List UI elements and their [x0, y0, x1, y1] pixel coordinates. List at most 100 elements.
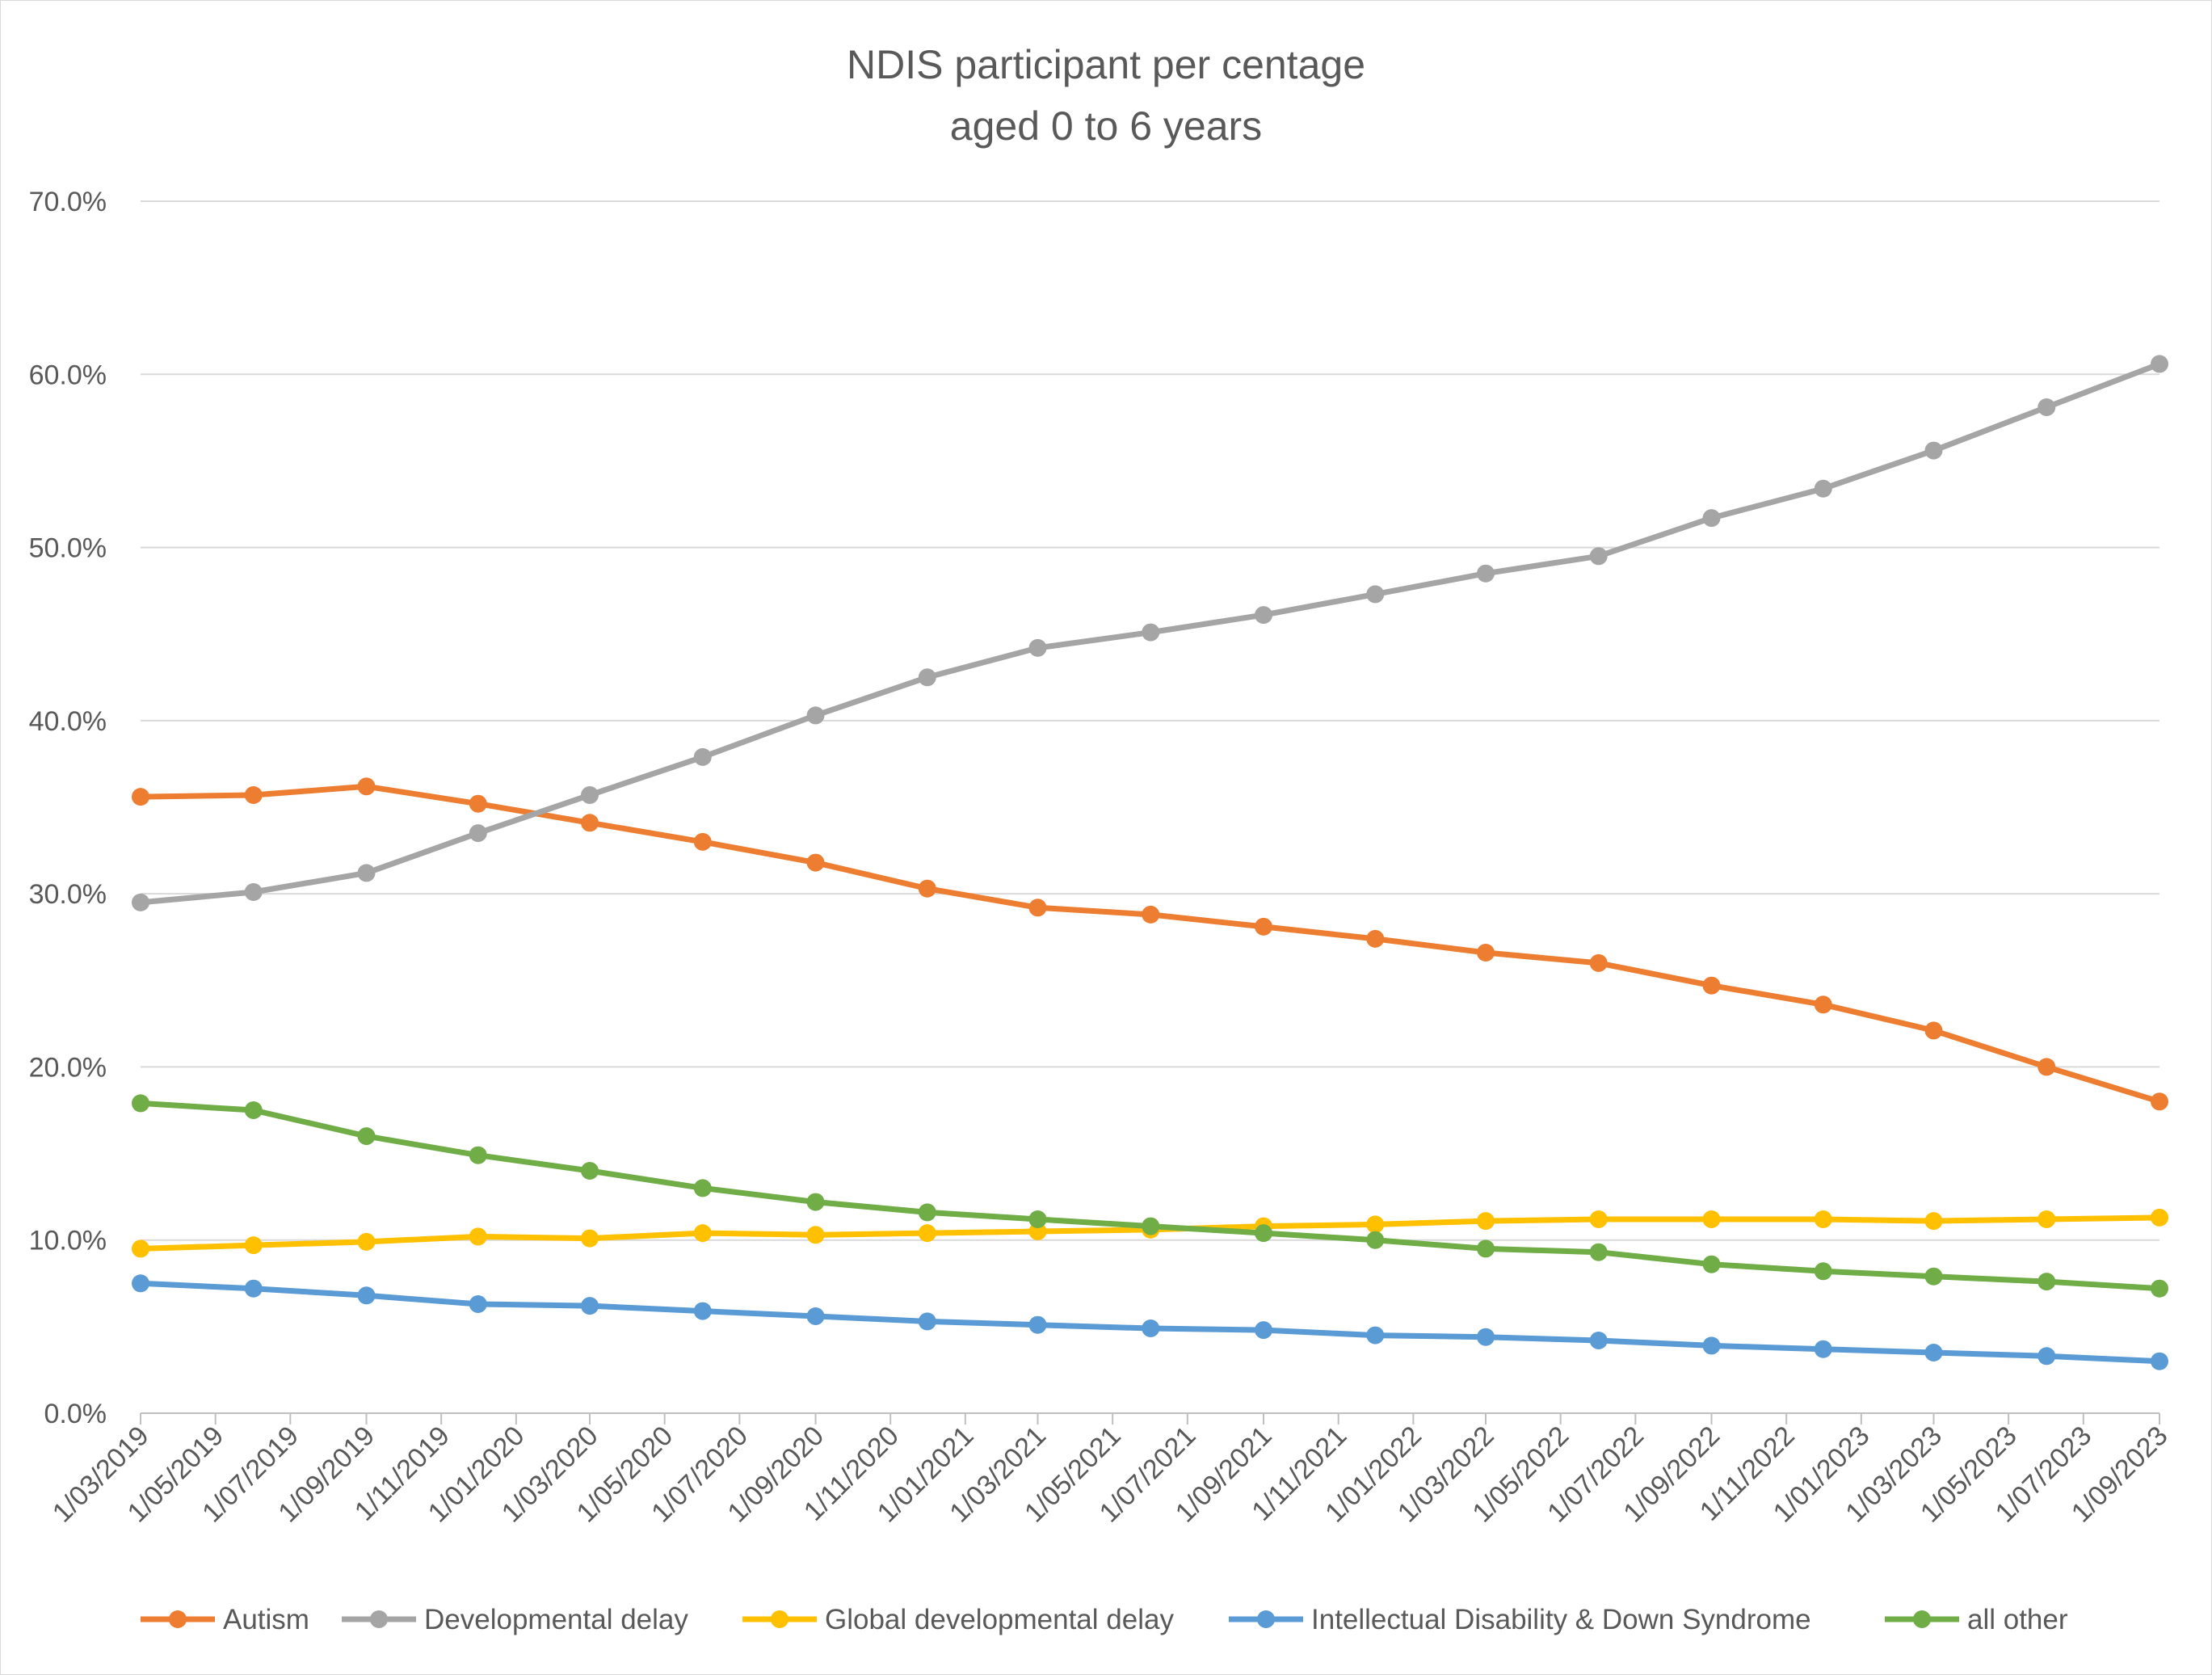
data-point	[1924, 1344, 1943, 1361]
data-point	[1028, 899, 1047, 917]
legend-item: Global developmental delay	[742, 1604, 1174, 1635]
legend-label: all other	[1967, 1604, 2068, 1635]
data-point	[1255, 917, 1273, 936]
data-point	[357, 1232, 376, 1251]
y-tick-label: 0.0%	[44, 1399, 107, 1429]
data-point	[918, 1224, 936, 1243]
data-point	[132, 788, 149, 806]
legend-swatch-marker	[1913, 1610, 1931, 1628]
data-point	[2037, 1210, 2056, 1228]
data-point	[1028, 638, 1047, 657]
data-point	[2151, 1279, 2168, 1298]
data-point	[1366, 585, 1385, 604]
legend-swatch-marker	[1257, 1610, 1275, 1628]
data-point	[2151, 1352, 2168, 1370]
legend-swatch-marker	[169, 1610, 187, 1628]
data-point	[806, 1307, 825, 1325]
data-point	[918, 1312, 936, 1331]
data-point	[1814, 1262, 1832, 1281]
y-tick-label: 60.0%	[29, 360, 107, 390]
data-point	[244, 786, 263, 804]
data-point	[1255, 606, 1273, 625]
series-0	[132, 777, 2168, 1111]
data-point	[806, 853, 825, 872]
data-point	[1476, 1328, 1495, 1346]
legend-label: Intellectual Disability & Down Syndrome	[1311, 1604, 1811, 1635]
data-point	[918, 1203, 936, 1222]
data-point	[244, 1101, 263, 1119]
data-point	[244, 1279, 263, 1298]
data-point	[357, 777, 376, 796]
data-point	[581, 786, 599, 804]
data-point	[2037, 1058, 2056, 1076]
data-point	[2037, 1347, 2056, 1366]
data-point	[1476, 1239, 1495, 1258]
data-point	[357, 1127, 376, 1146]
data-point	[1924, 1021, 1943, 1040]
data-point	[469, 824, 487, 843]
data-point	[806, 706, 825, 725]
data-point	[1924, 441, 1943, 460]
data-point	[244, 1236, 263, 1255]
legend-label: Developmental delay	[424, 1604, 688, 1635]
legend-item: Autism	[141, 1604, 309, 1635]
data-point	[1924, 1212, 1943, 1231]
y-tick-label: 10.0%	[29, 1226, 107, 1256]
data-point	[1142, 905, 1160, 924]
data-point	[1366, 1231, 1385, 1249]
data-point	[806, 1226, 825, 1244]
data-point	[357, 1286, 376, 1305]
y-tick-label: 70.0%	[29, 187, 107, 217]
data-point	[581, 814, 599, 832]
legend: Autism Developmental delay Global developm…	[141, 1604, 2068, 1635]
data-point	[1142, 623, 1160, 642]
legend-item: Intellectual Disability & Down Syndrome	[1229, 1604, 1811, 1635]
data-point	[1814, 995, 1832, 1014]
data-point	[1702, 509, 1721, 528]
data-point	[1924, 1267, 1943, 1286]
y-tick-label: 30.0%	[29, 879, 107, 910]
data-point	[1255, 1321, 1273, 1340]
chart-title-line-2: aged 0 to 6 years	[950, 103, 1262, 149]
data-point	[1702, 1336, 1721, 1355]
series-4	[132, 1094, 2168, 1298]
data-point	[1366, 929, 1385, 948]
data-point	[132, 1239, 149, 1258]
y-tick-label: 40.0%	[29, 706, 107, 737]
legend-item: Developmental delay	[342, 1604, 688, 1635]
data-point	[1589, 1332, 1608, 1349]
data-point	[1589, 1210, 1608, 1228]
y-axis-tick-labels: 0.0% 10.0% 20.0% 30.0% 40.0% 50.0% 60.0% 70.0%	[29, 187, 107, 1429]
data-point	[1589, 547, 1608, 566]
data-point	[132, 1094, 149, 1113]
series-lines	[132, 355, 2168, 1370]
series-1	[132, 355, 2168, 911]
data-point	[2037, 1273, 2056, 1291]
data-point	[132, 1274, 149, 1293]
series-line	[137, 1100, 2163, 1292]
data-point	[1702, 1210, 1721, 1228]
data-point	[1814, 479, 1832, 498]
data-point	[1028, 1315, 1047, 1334]
data-point	[357, 864, 376, 882]
data-point	[1589, 953, 1608, 972]
data-point	[1476, 1212, 1495, 1231]
x-axis	[140, 1412, 2160, 1425]
chart-title-line-1: NDIS participant per centage	[847, 42, 1365, 87]
data-point	[1028, 1210, 1047, 1228]
legend-swatch-marker	[771, 1610, 788, 1628]
data-point	[1142, 1319, 1160, 1337]
data-point	[469, 1295, 487, 1313]
data-point	[693, 1224, 712, 1243]
data-point	[581, 1297, 599, 1315]
data-point	[244, 883, 263, 901]
data-point	[2151, 1208, 2168, 1227]
data-point	[2151, 355, 2168, 373]
series-3	[132, 1274, 2168, 1370]
data-point	[2037, 398, 2056, 416]
legend-label: Global developmental delay	[825, 1604, 1174, 1635]
data-point	[918, 668, 936, 687]
data-point	[1814, 1340, 1832, 1358]
data-point	[1589, 1243, 1608, 1261]
